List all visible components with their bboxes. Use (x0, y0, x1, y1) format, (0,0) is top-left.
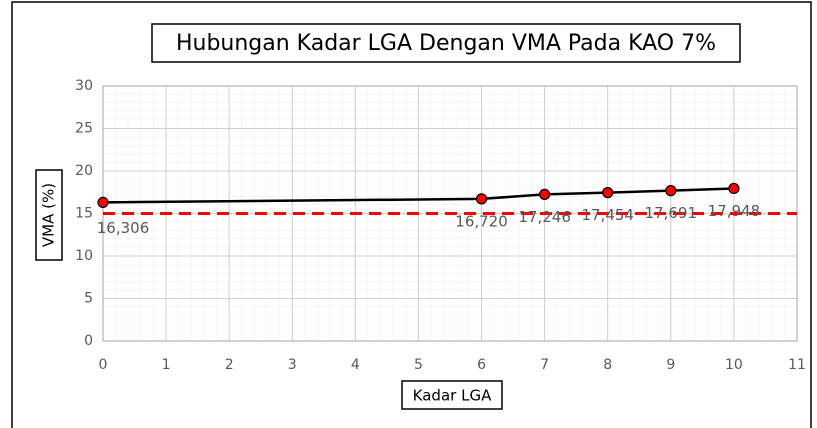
title-box (151, 23, 741, 63)
data-point (475, 193, 488, 205)
x-tick-label: 11 (788, 357, 806, 373)
x-tick-label: 1 (162, 357, 171, 373)
x-tick-label: 10 (725, 357, 743, 373)
x-tick-label: 6 (477, 357, 486, 373)
y-label-box (35, 169, 63, 261)
data-label: 17,691 (645, 204, 698, 222)
y-tick-label: 15 (75, 206, 93, 222)
x-tick-label: 7 (540, 357, 549, 373)
y-tick-label: 0 (84, 333, 93, 349)
data-label: 17,948 (708, 202, 761, 220)
series-line (102, 187, 734, 204)
x-tick-label: 2 (225, 357, 234, 373)
x-axis-label: Kadar LGA (413, 387, 492, 405)
data-label: 17,454 (581, 206, 634, 224)
data-point (728, 182, 740, 195)
y-tick-label: 30 (75, 78, 93, 94)
y-axis-label: VMA (%) (40, 183, 58, 247)
data-point (539, 188, 551, 201)
y-tick-label: 25 (75, 121, 93, 137)
x-tick-label: 3 (288, 357, 297, 373)
data-point (665, 185, 677, 197)
x-tick-label: 5 (414, 357, 423, 373)
y-tick-label: 5 (84, 291, 93, 307)
x-tick-label: 4 (351, 357, 360, 373)
data-label: 16,720 (455, 212, 508, 230)
x-label-box (401, 380, 503, 410)
y-tick-label: 10 (75, 248, 93, 264)
x-tick-label: 9 (666, 357, 675, 373)
y-tick-label: 20 (75, 163, 93, 179)
data-point (97, 196, 109, 208)
data-label: 16,306 (97, 219, 150, 237)
x-tick-label: 8 (603, 357, 612, 373)
data-label: 17,246 (518, 208, 571, 226)
chart-title: Hubungan Kadar LGA Dengan VMA Pada KAO 7… (176, 31, 716, 56)
data-point (602, 187, 614, 199)
x-tick-label: 0 (99, 357, 108, 373)
